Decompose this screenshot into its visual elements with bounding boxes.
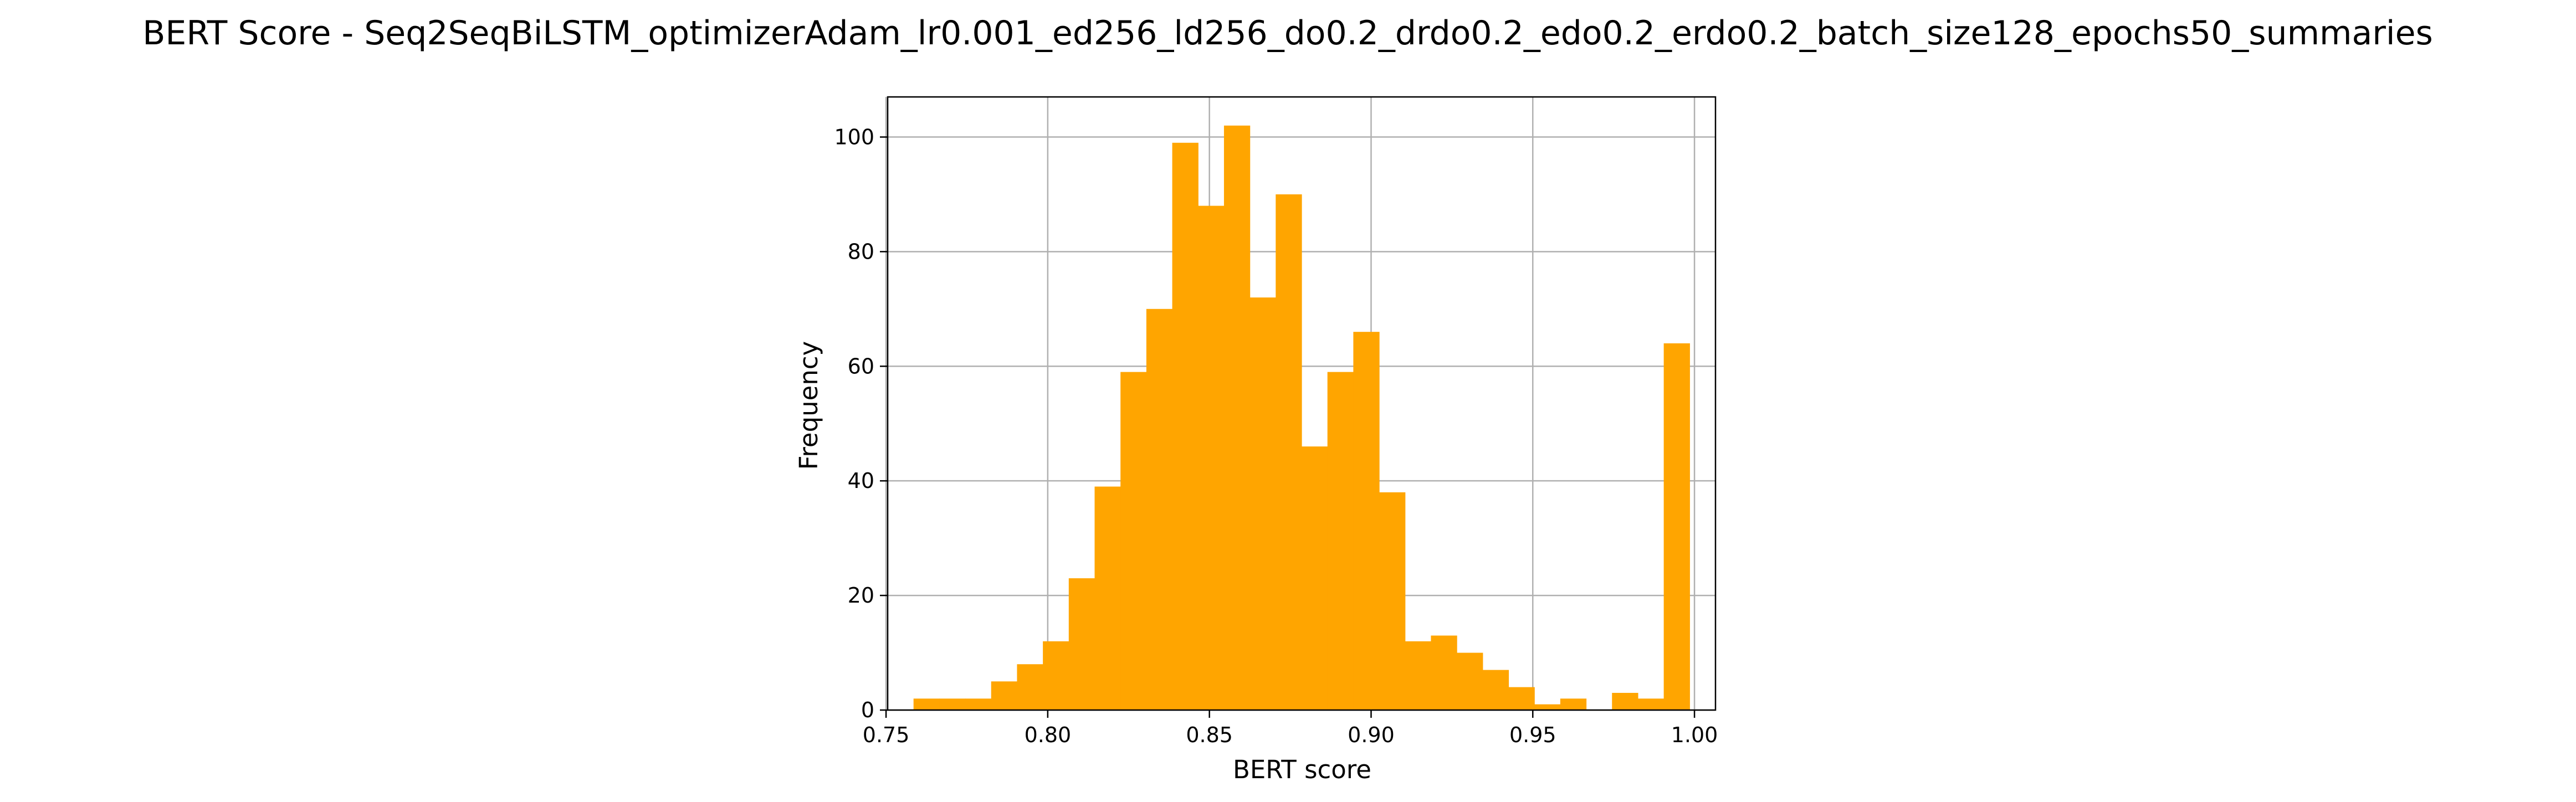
x-tick-label: 1.00 <box>1671 723 1718 747</box>
histogram-bar <box>1276 194 1302 710</box>
y-tick-label: 60 <box>848 354 874 378</box>
histogram-bar <box>939 698 966 710</box>
x-axis-label: BERT score <box>1233 755 1371 784</box>
x-tick-label: 0.90 <box>1348 723 1395 747</box>
histogram-bar <box>1508 687 1535 710</box>
histogram-bar <box>913 698 940 710</box>
axes: 0.75 0.80 0.85 0.90 0.95 1.00 0 20 40 60 80 100 <box>834 96 1718 747</box>
histogram-bar <box>1637 698 1665 710</box>
histogram-bar <box>1223 125 1251 710</box>
histogram-bar <box>991 681 1018 710</box>
chart-title: BERT Score - Seq2SeqBiLSTM_optimizerAdam… <box>142 14 2433 53</box>
histogram-bar <box>1612 692 1638 710</box>
histogram-bar <box>1172 142 1199 710</box>
histogram-bar <box>1560 698 1587 710</box>
x-tick-label: 0.80 <box>1025 723 1072 747</box>
histogram-bar <box>1431 635 1457 710</box>
histogram-bar <box>1146 309 1173 710</box>
y-tick-label: 40 <box>848 469 874 493</box>
histogram-bar <box>1379 492 1406 710</box>
y-tick-label: 80 <box>848 239 874 264</box>
x-tick-label: 0.95 <box>1509 723 1556 747</box>
x-tick-label: 0.75 <box>863 723 910 747</box>
histogram-bar <box>1482 670 1509 710</box>
histogram-bar <box>1663 343 1690 710</box>
bars <box>913 125 1690 711</box>
histogram-bar <box>1302 446 1328 710</box>
y-tick-label: 0 <box>861 698 874 722</box>
histogram-bar <box>1405 641 1432 710</box>
histogram-bar <box>1249 297 1276 710</box>
histogram-bar <box>1198 205 1225 711</box>
histogram-bar <box>1043 641 1069 710</box>
x-tick-label: 0.85 <box>1186 723 1233 747</box>
plot-frame <box>887 96 1717 711</box>
histogram-bar <box>1353 332 1380 710</box>
histogram-bar <box>1534 704 1561 710</box>
histogram-bar <box>1457 652 1483 710</box>
histogram-bar <box>1017 664 1043 710</box>
histogram-bar <box>1327 372 1354 710</box>
histogram-bar <box>965 698 992 710</box>
histogram-bar <box>1094 486 1121 710</box>
histogram-bar <box>1120 372 1147 710</box>
y-tick-label: 100 <box>834 125 874 149</box>
y-axis-label: Frequency <box>794 341 823 470</box>
y-tick-label: 20 <box>848 583 874 608</box>
histogram-bar <box>1068 578 1095 710</box>
